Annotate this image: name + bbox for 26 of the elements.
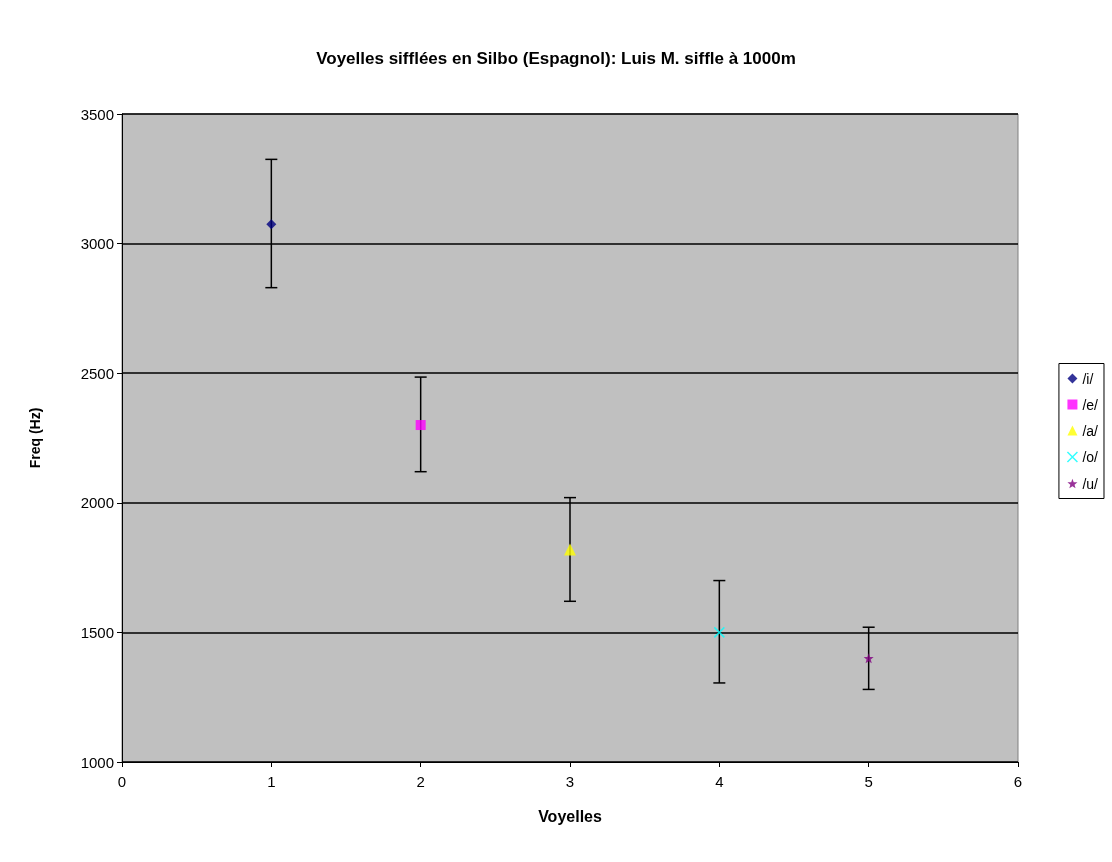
- legend-label: /e/: [1082, 396, 1099, 413]
- y-tick-label: 3000: [80, 235, 114, 253]
- point: [266, 219, 277, 230]
- legend-label: /a/: [1082, 422, 1099, 439]
- legend-label: /i/: [1082, 370, 1094, 387]
- chart-title: Voyelles sifflées en Silbo (Espagnol): Luis M. siffle à 1000m: [316, 49, 796, 68]
- y-axis-title: Freq (Hz): [27, 407, 43, 469]
- x-tick-label: 4: [715, 773, 724, 790]
- y-tick-label: 2000: [80, 494, 114, 512]
- x-tick-label: 3: [565, 773, 575, 790]
- point: [415, 420, 426, 431]
- x-axis-title: Voyelles: [538, 807, 602, 825]
- x-tick-label: 6: [1013, 773, 1023, 790]
- legend-label: /u/: [1082, 475, 1099, 492]
- y-tick-label: 3500: [80, 105, 114, 123]
- x-tick-label: 1: [267, 773, 276, 790]
- x-tick-label: 5: [864, 773, 873, 790]
- y-tick-label: 2500: [80, 364, 114, 382]
- x-tick-label: 0: [117, 773, 127, 790]
- point: [564, 543, 576, 556]
- legend-label: /o/: [1082, 449, 1099, 465]
- y-tick-label: 1500: [80, 623, 114, 641]
- y-tick-label: 1000: [80, 753, 114, 771]
- point: [863, 653, 874, 664]
- point: [713, 626, 726, 639]
- x-tick-label: 2: [416, 773, 425, 790]
